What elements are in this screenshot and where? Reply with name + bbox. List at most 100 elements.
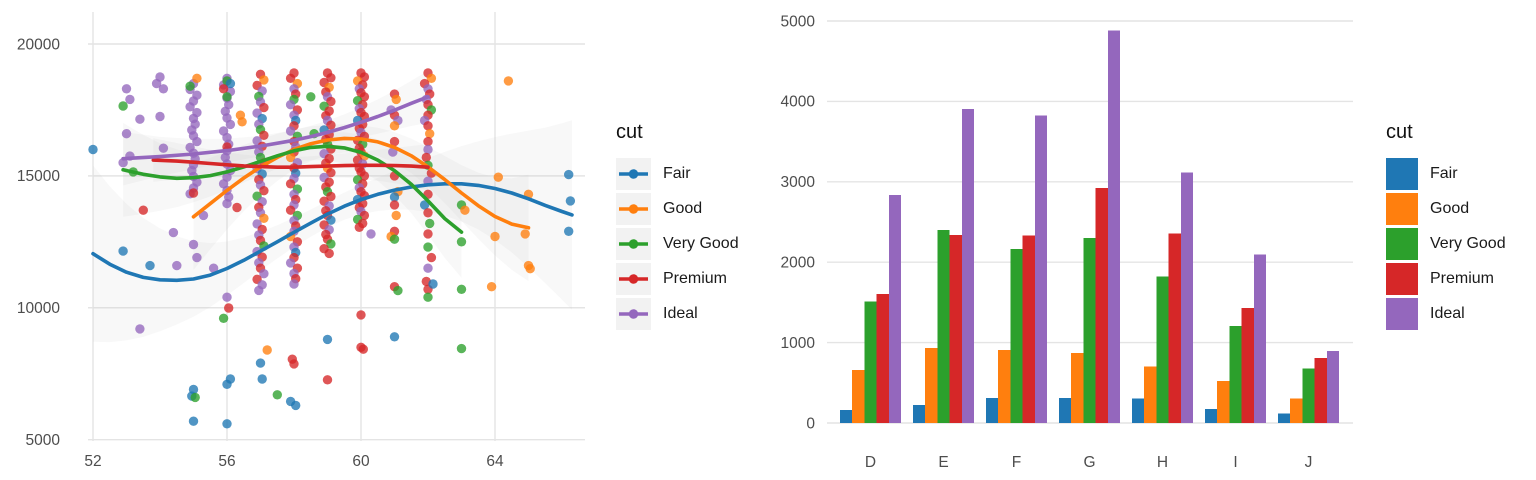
scatter-legend-items: Fair Good Very Good Premium Ideal — [616, 156, 739, 331]
x-axis-tick-E: E — [938, 454, 948, 471]
bar-I-premium — [1241, 308, 1254, 423]
legend-key-box — [616, 157, 651, 190]
x-axis-tick-F: F — [1012, 454, 1021, 471]
y-axis-tick-1000: 1000 — [781, 335, 816, 352]
smooth-line-premium — [151, 158, 430, 169]
scatter-point-very-good — [423, 242, 433, 252]
legend-item-very-good: Very Good — [616, 226, 739, 261]
bar-I-good — [1217, 381, 1230, 423]
scatter-point-premium — [359, 92, 370, 102]
legend-label: Very Good — [663, 234, 739, 252]
color-swatch-icon — [1386, 227, 1418, 260]
legend-label: Premium — [1430, 269, 1495, 287]
y-axis-tick-2000: 2000 — [781, 255, 816, 272]
scatter-point-premium — [326, 191, 336, 202]
scatter-point-premium — [423, 229, 433, 239]
scatter-point-ideal — [254, 285, 264, 296]
legend-label: Ideal — [663, 304, 698, 322]
scatter-point-fair — [564, 226, 574, 236]
legend-key-box — [616, 192, 651, 225]
bar-G-fair — [1059, 397, 1072, 423]
bar-J-very-good — [1302, 368, 1315, 423]
scatter-point-very-good — [306, 92, 316, 102]
scatter-point-ideal — [192, 252, 202, 263]
y-axis-tick-4000: 4000 — [781, 94, 816, 111]
bar-J-fair — [1278, 413, 1291, 423]
y-axis-tick-5000: 5000 — [781, 13, 816, 30]
bar-I-ideal — [1253, 254, 1266, 423]
scatter-point-ideal — [172, 260, 182, 271]
scatter-point-good — [237, 117, 247, 127]
bar-J-premium — [1314, 358, 1327, 423]
bar-legend-items: Fair Good Very Good Premium Ideal — [1386, 156, 1506, 331]
scatter-point-ideal — [158, 143, 169, 153]
scatter-point-premium — [423, 121, 433, 131]
smooth-line-fair — [91, 182, 574, 283]
scatter-point-ideal — [155, 111, 165, 122]
legend-label: Good — [663, 199, 703, 217]
scatter-point-fair — [188, 416, 199, 426]
scatter-point-very-good — [389, 234, 400, 244]
scatter-point-ideal — [289, 279, 299, 289]
x-axis-tick-I: I — [1233, 454, 1237, 471]
x-axis-tick-56: 56 — [218, 453, 235, 470]
scatter-point-good — [525, 264, 535, 274]
x-axis-tick-64: 64 — [486, 453, 504, 470]
bar-D-ideal — [888, 195, 901, 423]
legend-label: Very Good — [1430, 234, 1506, 252]
scatter-legend: cut Fair Good Very Good Premium Ideal — [616, 121, 739, 331]
scatter-point-very-good — [393, 285, 403, 296]
scatter-point-good — [259, 213, 269, 223]
scatter-point-fair — [257, 374, 267, 384]
scatter-point-ideal — [423, 144, 433, 155]
scatter-point-ideal — [185, 102, 195, 112]
bar-legend-title: cut — [1386, 121, 1413, 143]
legend-item-ideal: Ideal — [1386, 296, 1506, 331]
scatter-point-premium — [389, 136, 400, 147]
scatter-point-premium — [324, 248, 334, 259]
bar-I-fair — [1205, 408, 1218, 423]
legend-item-fair: Fair — [616, 156, 739, 191]
scatter-point-good — [486, 282, 497, 292]
scatter-point-ideal — [366, 229, 376, 239]
scatter-point-premium — [423, 208, 433, 218]
scatter-point-good — [426, 73, 437, 84]
scatter-point-premium — [356, 310, 366, 320]
y-axis-tick-5000: 5000 — [26, 432, 61, 449]
bar-F-ideal — [1034, 115, 1047, 424]
scatter-point-premium — [138, 205, 148, 215]
scatter-point-good — [259, 75, 269, 85]
scatter-point-very-good — [425, 218, 435, 229]
smooth-lines — [91, 95, 574, 283]
scatter-point-premium — [224, 303, 234, 313]
scatter-point-ideal — [151, 78, 162, 89]
bar-D-good — [852, 369, 865, 423]
color-swatch-icon — [1386, 262, 1418, 295]
scatter-point-premium — [188, 188, 199, 198]
scatter-point-good — [262, 345, 272, 355]
scatter-point-ideal — [192, 136, 202, 147]
scatter-point-very-good — [423, 292, 433, 302]
scatter-point-premium — [326, 120, 336, 130]
scatter-point-good — [192, 73, 202, 84]
x-axis-tick-J: J — [1305, 454, 1313, 471]
scatter-point-good — [503, 76, 514, 86]
scatter-point-very-good — [456, 284, 467, 294]
scatter-point-very-good — [190, 392, 200, 403]
legend-item-very-good: Very Good — [1386, 226, 1506, 261]
scatter-point-ideal — [125, 94, 135, 105]
scatter-point-very-good — [326, 239, 336, 249]
scatter-point-ideal — [188, 239, 199, 250]
bar-D-very-good — [864, 301, 877, 423]
legend-label: Fair — [663, 164, 691, 182]
bar-E-very-good — [937, 230, 950, 423]
legend-item-premium: Premium — [616, 261, 739, 296]
bar-E-premium — [949, 235, 962, 423]
y-axis-tick-20000: 20000 — [17, 36, 60, 53]
legend-key-box — [616, 297, 651, 330]
scatter-point-premium — [326, 73, 336, 83]
scatter-point-fair — [88, 144, 98, 155]
bar-F-good — [998, 349, 1011, 423]
scatter-point-good — [460, 205, 470, 215]
scatter-point-premium — [359, 210, 370, 221]
